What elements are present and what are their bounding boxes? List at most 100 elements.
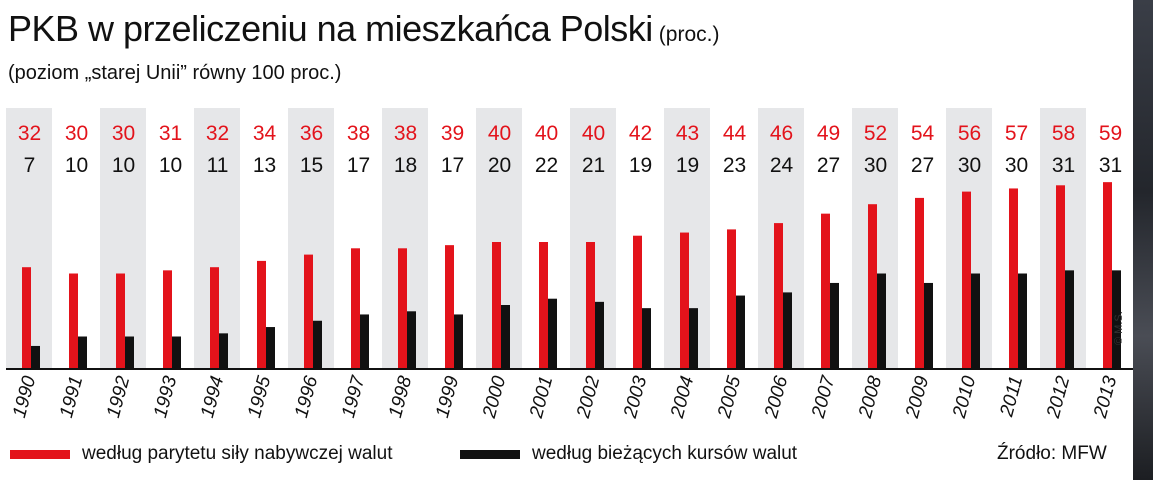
bar-black-2006	[783, 292, 792, 368]
bar-black-2011	[1018, 273, 1027, 368]
bar-black-2001	[548, 298, 557, 368]
value-label-red-2000: 40	[488, 122, 511, 145]
value-label-black-2002: 21	[582, 154, 605, 177]
value-label-red-1993: 31	[159, 122, 182, 145]
value-label-black-2013: 31	[1099, 154, 1122, 177]
value-label-red-2007: 49	[817, 122, 840, 145]
value-label-black-1996: 15	[300, 154, 323, 177]
tick-label-1998: 1998	[385, 373, 416, 420]
value-label-red-2006: 46	[770, 122, 793, 145]
value-label-black-2001: 22	[535, 154, 558, 177]
bar-black-2005	[736, 295, 745, 368]
bar-red-2010	[962, 191, 971, 368]
bar-black-2012	[1065, 270, 1074, 368]
bar-red-2001	[539, 242, 548, 368]
bar-black-1995	[266, 327, 275, 368]
bar-black-2000	[501, 305, 510, 368]
value-label-black-2008: 30	[864, 154, 887, 177]
value-label-black-1997: 17	[347, 154, 370, 177]
bar-red-2009	[915, 197, 924, 368]
value-label-black-1990: 7	[24, 154, 36, 177]
tick-label-1997: 1997	[338, 372, 370, 420]
bar-black-1996	[313, 320, 322, 368]
bar-red-1997	[351, 248, 360, 368]
source-note: Źródło: MFW	[997, 443, 1107, 464]
tick-label-1992: 1992	[103, 373, 134, 420]
value-label-red-1995: 34	[253, 122, 277, 145]
bar-black-2003	[642, 308, 651, 368]
bar-red-2006	[774, 223, 783, 368]
value-label-red-1999: 39	[441, 122, 464, 145]
value-label-red-2008: 52	[864, 122, 887, 145]
bar-red-2013	[1103, 182, 1112, 368]
tick-label-2012: 2012	[1043, 373, 1075, 421]
bar-red-1990	[22, 267, 31, 368]
value-label-black-1995: 13	[253, 154, 276, 177]
value-label-black-1994: 11	[207, 154, 229, 177]
bar-red-2002	[586, 242, 595, 368]
value-label-red-1992: 30	[112, 122, 135, 145]
value-label-black-1991: 10	[65, 154, 88, 177]
tick-label-2006: 2006	[761, 373, 793, 421]
tick-label-2004: 2004	[667, 374, 698, 421]
tick-label-2002: 2002	[573, 373, 605, 421]
value-label-black-2004: 19	[676, 154, 699, 177]
bar-black-1990	[31, 345, 40, 368]
tick-label-2001: 2001	[526, 374, 557, 421]
legend-label-red: według parytetu siły nabywczej walut	[82, 443, 393, 464]
chart-title: PKB w przeliczeniu na mieszkańca Polski	[8, 8, 653, 49]
bar-red-1993	[163, 270, 172, 368]
bar-black-1997	[360, 314, 369, 368]
value-label-red-2001: 40	[535, 122, 558, 145]
value-label-black-1993: 10	[159, 154, 182, 177]
value-label-red-1996: 36	[300, 122, 323, 145]
value-label-black-1999: 17	[441, 154, 464, 177]
tick-label-2000: 2000	[479, 373, 511, 421]
tick-label-2010: 2010	[949, 373, 981, 421]
bar-red-2005	[727, 229, 736, 368]
value-label-red-2002: 40	[582, 122, 605, 145]
tick-label-2003: 2003	[620, 373, 652, 421]
bar-red-2011	[1009, 188, 1018, 368]
chart-subtitle: (poziom „starej Unii” równy 100 proc.)	[8, 62, 342, 84]
value-label-black-1998: 18	[394, 154, 417, 177]
value-label-black-1992: 10	[112, 154, 135, 177]
value-label-red-2012: 58	[1052, 122, 1075, 145]
bar-black-2010	[971, 273, 980, 368]
value-label-red-2011: 57	[1005, 122, 1028, 145]
bar-black-1994	[219, 333, 228, 368]
tick-label-2007: 2007	[808, 372, 840, 421]
bar-red-2012	[1056, 185, 1065, 368]
bar-black-2008	[877, 273, 886, 368]
value-label-black-2007: 27	[817, 154, 840, 177]
tick-label-2013: 2013	[1090, 373, 1122, 421]
value-label-black-2000: 20	[488, 154, 511, 177]
value-label-red-2005: 44	[723, 122, 747, 145]
bar-black-2004	[689, 308, 698, 368]
bar-red-1996	[304, 254, 313, 368]
value-label-black-2010: 30	[958, 154, 981, 177]
value-label-red-1991: 30	[65, 122, 88, 145]
value-label-black-2011: 30	[1005, 154, 1028, 177]
tick-label-1993: 1993	[150, 373, 181, 420]
value-label-red-2003: 42	[629, 122, 652, 145]
value-label-red-2009: 54	[911, 122, 935, 145]
tick-label-1999: 1999	[432, 373, 463, 420]
bar-red-1995	[257, 260, 266, 368]
legend-swatch-red	[10, 449, 70, 459]
legend-label-black: według bieżących kursów walut	[532, 443, 798, 464]
bar-black-1993	[172, 336, 181, 368]
bar-black-2013	[1112, 270, 1121, 368]
value-label-black-2003: 19	[629, 154, 652, 177]
value-label-black-2006: 24	[770, 154, 794, 177]
value-label-black-2012: 31	[1052, 154, 1075, 177]
bar-red-2008	[868, 204, 877, 368]
tick-label-2008: 2008	[855, 373, 887, 421]
tick-label-2011: 2011	[996, 374, 1027, 420]
title-line: PKB w przeliczeniu na mieszkańca Polski(…	[8, 8, 719, 50]
value-label-red-1990: 32	[18, 122, 41, 145]
tick-label-1996: 1996	[291, 373, 322, 420]
tick-label-1994: 1994	[197, 374, 228, 420]
bar-red-1994	[210, 267, 219, 368]
